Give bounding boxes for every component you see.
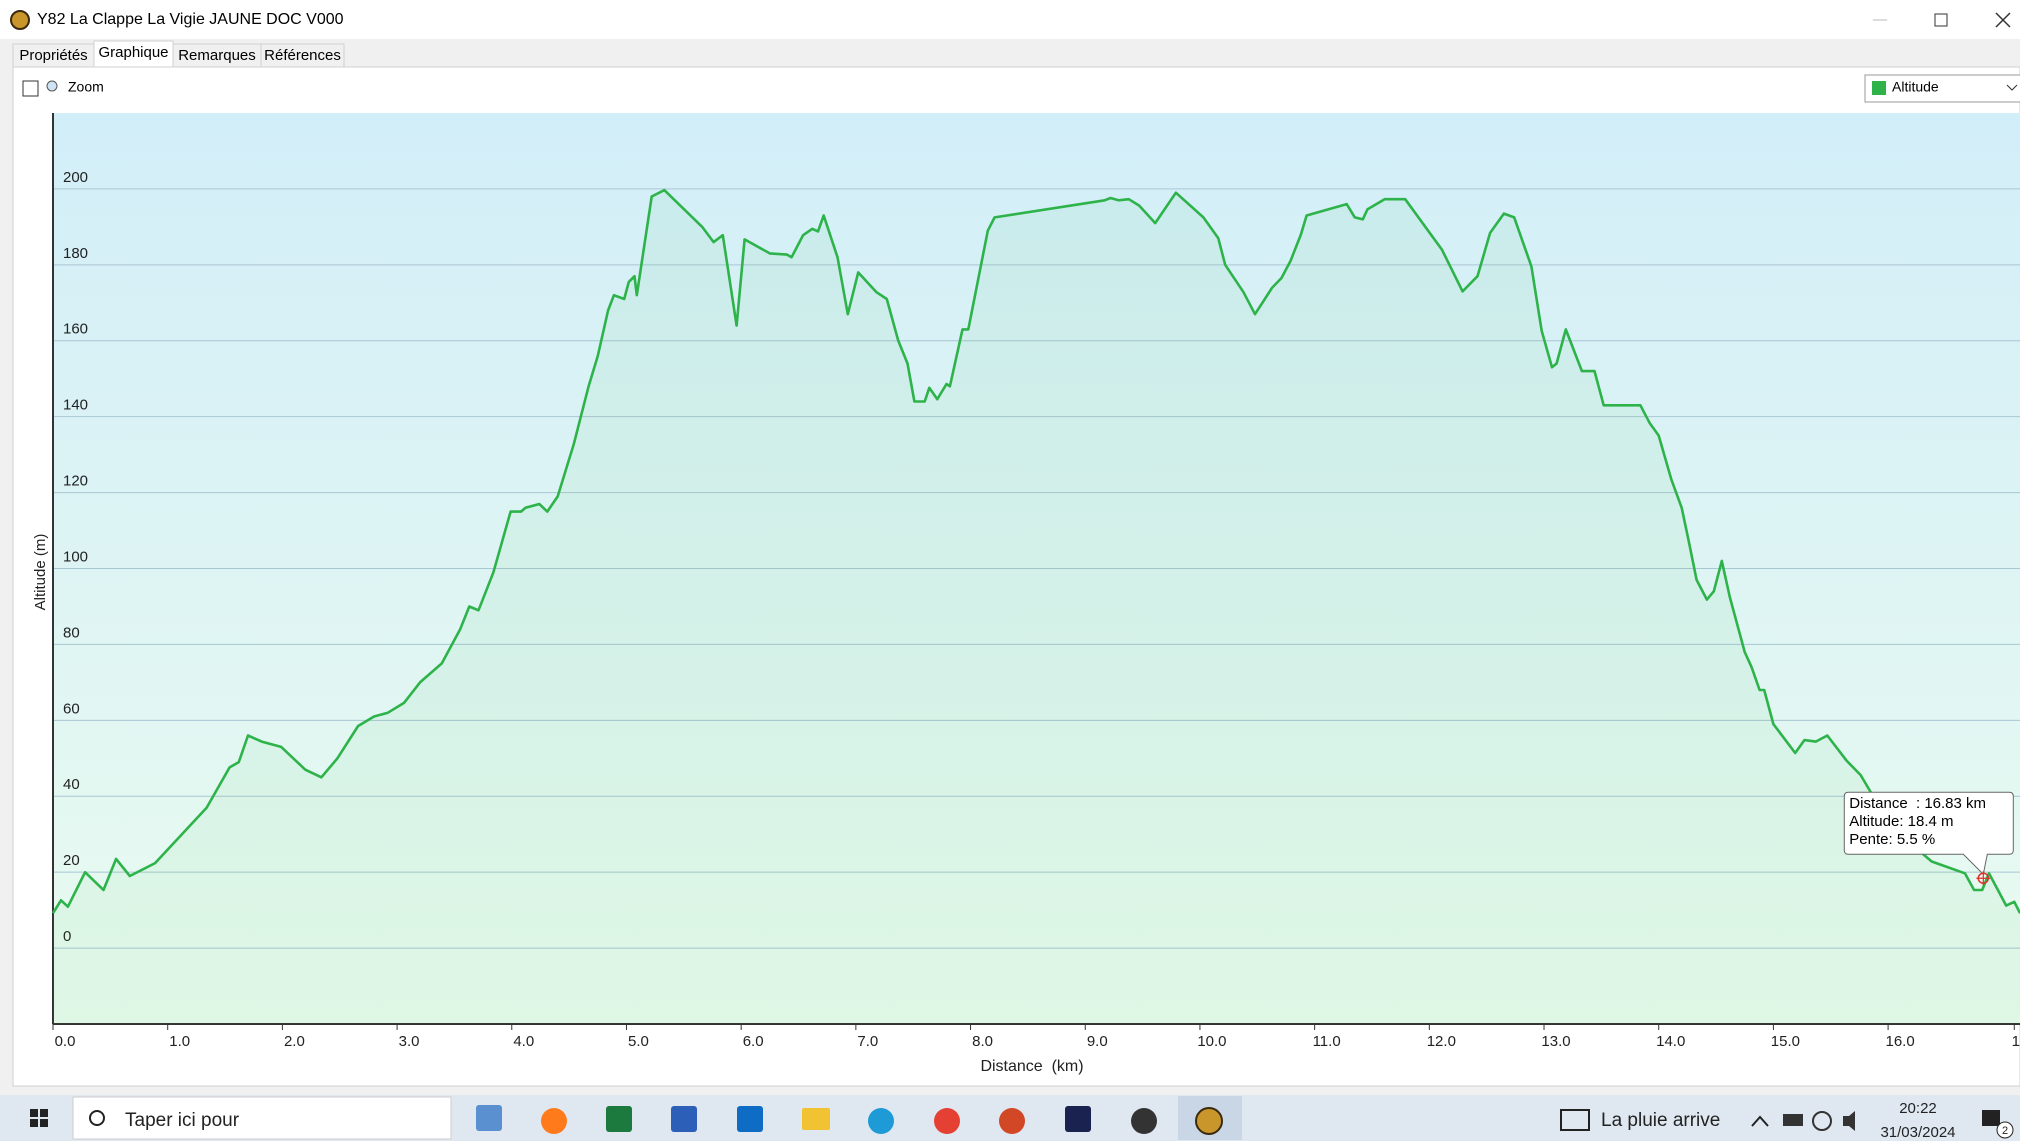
x-tick-label: 10.0: [1197, 1033, 1226, 1050]
x-tick-label: 13.0: [1541, 1033, 1570, 1050]
y-tick-label: 100: [63, 548, 88, 565]
x-tick-label: 6.0: [743, 1033, 764, 1050]
tab-label[interactable]: Remarques: [178, 47, 256, 64]
y-tick-label: 120: [63, 473, 88, 490]
search-text[interactable]: Taper ici pour: [125, 1110, 240, 1131]
tooltip-line: Altitude: 18.4 m: [1849, 813, 1953, 830]
x-tick-label: 2.0: [284, 1033, 305, 1050]
x-tick-label: 12.0: [1427, 1033, 1456, 1050]
app-icon: [11, 11, 29, 29]
y-tick-label: 180: [63, 245, 88, 262]
x-tick-label: 17.1: [2012, 1033, 2020, 1050]
notification-count: 2: [2002, 1125, 2008, 1137]
taskbar-app[interactable]: [999, 1108, 1025, 1134]
y-axis-label: Altitude (m): [32, 534, 49, 611]
clock-date[interactable]: 31/03/2024: [1880, 1124, 1955, 1141]
zoom-icon: [47, 81, 57, 91]
start-icon: [40, 1109, 48, 1117]
notification-icon[interactable]: [1982, 1110, 2000, 1126]
tab-label[interactable]: Graphique: [98, 44, 168, 61]
start-icon: [40, 1119, 48, 1127]
start-icon: [30, 1119, 38, 1127]
y-tick-label: 20: [63, 852, 80, 869]
series-dropdown-label[interactable]: Altitude: [1892, 79, 1939, 95]
y-tick-label: 80: [63, 624, 80, 641]
y-tick-label: 60: [63, 700, 80, 717]
start-icon: [30, 1109, 38, 1117]
taskbar-app[interactable]: [1065, 1106, 1091, 1132]
tooltip-line: Pente: 5.5 %: [1849, 831, 1935, 848]
taskbar-app[interactable]: [476, 1105, 502, 1131]
x-tick-label: 14.0: [1656, 1033, 1685, 1050]
page: Y82 La Clappe La Vigie JAUNE DOC V000 Pr…: [0, 0, 2020, 1141]
taskbar-app[interactable]: [802, 1108, 830, 1130]
x-tick-label: 9.0: [1087, 1033, 1108, 1050]
taskbar-app[interactable]: [606, 1106, 632, 1132]
x-tick-label: 7.0: [857, 1033, 878, 1050]
x-axis-label: Distance (km): [980, 1058, 1083, 1075]
taskbar-app[interactable]: [541, 1108, 567, 1134]
zoom-label[interactable]: Zoom: [68, 79, 104, 95]
tab-label[interactable]: Propriétés: [19, 47, 87, 64]
x-tick-label: 3.0: [399, 1033, 420, 1050]
taskbar-app[interactable]: [934, 1108, 960, 1134]
clock-time[interactable]: 20:22: [1899, 1100, 1937, 1117]
taskbar-app[interactable]: [737, 1106, 763, 1132]
tooltip-line: Distance : 16.83 km: [1849, 795, 1986, 812]
taskbar-app[interactable]: [1131, 1108, 1157, 1134]
y-tick-label: 200: [63, 169, 88, 186]
x-tick-label: 8.0: [972, 1033, 993, 1050]
screen: Y82 La Clappe La Vigie JAUNE DOC V000 Pr…: [0, 0, 2020, 1141]
series-swatch: [1872, 81, 1886, 95]
taskbar-app[interactable]: [1196, 1108, 1222, 1134]
series-dropdown[interactable]: [1865, 75, 2020, 102]
weather-text[interactable]: La pluie arrive: [1601, 1110, 1720, 1131]
tray-icon[interactable]: [1783, 1114, 1803, 1126]
y-tick-label: 140: [63, 397, 88, 414]
y-tick-label: 160: [63, 321, 88, 338]
taskbar-app[interactable]: [868, 1108, 894, 1134]
x-tick-label: 1.0: [169, 1033, 190, 1050]
x-tick-label: 16.0: [1886, 1033, 1915, 1050]
x-tick-label: 5.0: [628, 1033, 649, 1050]
tab-label[interactable]: Références: [264, 47, 341, 64]
x-tick-label: 4.0: [513, 1033, 534, 1050]
window-title: Y82 La Clappe La Vigie JAUNE DOC V000: [37, 11, 344, 28]
y-tick-label: 40: [63, 776, 80, 793]
x-tick-label: 11.0: [1313, 1033, 1341, 1050]
zoom-checkbox[interactable]: [23, 81, 38, 96]
x-tick-label: 15.0: [1771, 1033, 1800, 1050]
x-tick-label: 0.0: [55, 1033, 76, 1050]
taskbar-app[interactable]: [671, 1106, 697, 1132]
